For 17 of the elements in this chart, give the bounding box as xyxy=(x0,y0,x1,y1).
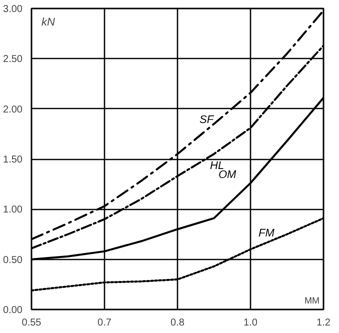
y-tick-label: 1.50 xyxy=(3,154,23,166)
x-tick-label: 0.7 xyxy=(98,318,112,328)
x-tick-label: 1.0 xyxy=(244,318,258,328)
x-tick-label: 1.2 xyxy=(316,318,331,328)
y-tick-label: 0.50 xyxy=(3,254,23,266)
x-tick-label: 0.8 xyxy=(170,318,185,328)
x-tick-label: 0.55 xyxy=(22,318,42,328)
series-label: SF xyxy=(200,114,215,126)
series-label: FM xyxy=(258,227,276,240)
y-tick-label: 2.50 xyxy=(3,54,23,66)
x-axis-title: MM xyxy=(304,296,320,306)
y-tick-label: 1.00 xyxy=(3,204,23,216)
y-tick-label: 2.00 xyxy=(3,104,23,116)
y-tick-label: 0.00 xyxy=(3,305,23,316)
y-tick-label: 3.00 xyxy=(3,4,23,15)
y-axis-title: kN xyxy=(42,16,55,28)
series-label: OM xyxy=(218,169,238,182)
